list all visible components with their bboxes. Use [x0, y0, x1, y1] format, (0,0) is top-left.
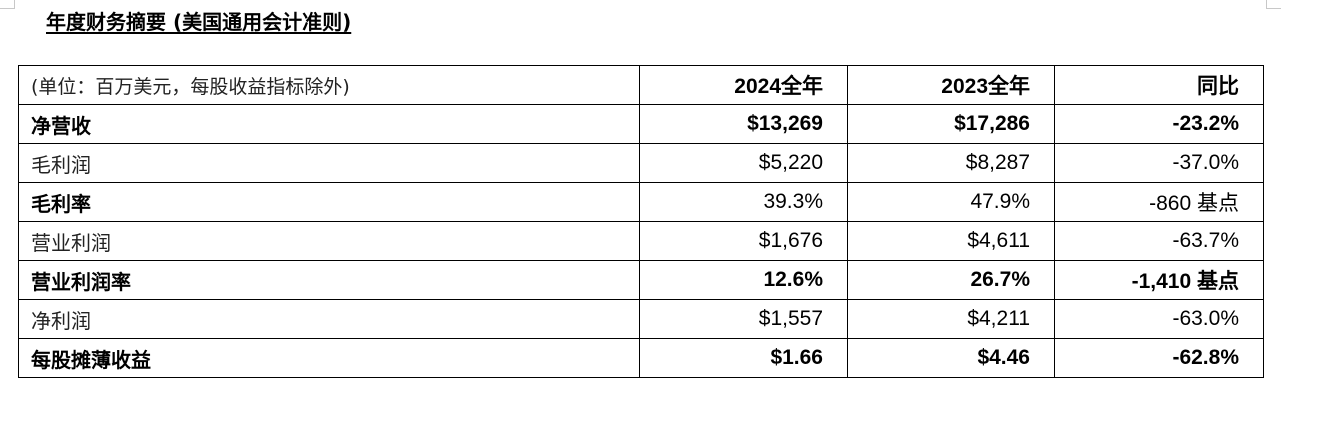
net-revenue-yoy: -23.2% — [1054, 104, 1264, 144]
column-header-yoy: 同比 — [1054, 65, 1264, 105]
row-label-net-revenue: 净营收 — [18, 104, 640, 144]
table-row: 每股摊薄收益 $1.66 $4.46 -62.8% — [18, 338, 1264, 378]
page-corner-mark-left — [0, 0, 15, 9]
gross-profit-2023: $8,287 — [847, 143, 1055, 183]
net-income-2023: $4,211 — [847, 299, 1055, 339]
net-income-2024: $1,557 — [639, 299, 848, 339]
gross-profit-2024: $5,220 — [639, 143, 848, 183]
table-header-row: (单位：百万美元，每股收益指标除外) 2024全年 2023全年 同比 — [18, 65, 1264, 105]
table-row: 毛利润 $5,220 $8,287 -37.0% — [18, 143, 1264, 183]
gross-profit-yoy: -37.0% — [1054, 143, 1264, 183]
table-row: 毛利率 39.3% 47.9% -860 基点 — [18, 182, 1264, 222]
table-row: 营业利润 $1,676 $4,611 -63.7% — [18, 221, 1264, 261]
row-label-operating-margin: 营业利润率 — [18, 260, 640, 300]
document-title: 年度财务摘要 (美国通用会计准则) — [46, 10, 352, 34]
operating-profit-yoy: -63.7% — [1054, 221, 1264, 261]
diluted-eps-yoy: -62.8% — [1054, 338, 1264, 378]
row-label-net-income: 净利润 — [18, 299, 640, 339]
operating-margin-2023: 26.7% — [847, 260, 1055, 300]
gross-margin-2024: 39.3% — [639, 182, 848, 222]
row-label-gross-profit: 毛利润 — [18, 143, 640, 183]
gross-margin-2023: 47.9% — [847, 182, 1055, 222]
page-corner-mark-right — [1266, 0, 1281, 9]
net-revenue-2024: $13,269 — [639, 104, 848, 144]
financial-summary-table: (单位：百万美元，每股收益指标除外) 2024全年 2023全年 同比 净营收 … — [18, 65, 1264, 378]
table-row: 净营收 $13,269 $17,286 -23.2% — [18, 104, 1264, 144]
column-header-2023: 2023全年 — [847, 65, 1055, 105]
row-label-diluted-eps: 每股摊薄收益 — [18, 338, 640, 378]
operating-margin-2024: 12.6% — [639, 260, 848, 300]
unit-note-cell: (单位：百万美元，每股收益指标除外) — [18, 65, 640, 105]
column-header-2024: 2024全年 — [639, 65, 848, 105]
operating-margin-yoy: -1,410 基点 — [1054, 260, 1264, 300]
row-label-operating-profit: 营业利润 — [18, 221, 640, 261]
diluted-eps-2024: $1.66 — [639, 338, 848, 378]
diluted-eps-2023: $4.46 — [847, 338, 1055, 378]
row-label-gross-margin: 毛利率 — [18, 182, 640, 222]
operating-profit-2023: $4,611 — [847, 221, 1055, 261]
table-row: 营业利润率 12.6% 26.7% -1,410 基点 — [18, 260, 1264, 300]
net-revenue-2023: $17,286 — [847, 104, 1055, 144]
gross-margin-yoy: -860 基点 — [1054, 182, 1264, 222]
operating-profit-2024: $1,676 — [639, 221, 848, 261]
net-income-yoy: -63.0% — [1054, 299, 1264, 339]
table-row: 净利润 $1,557 $4,211 -63.0% — [18, 299, 1264, 339]
